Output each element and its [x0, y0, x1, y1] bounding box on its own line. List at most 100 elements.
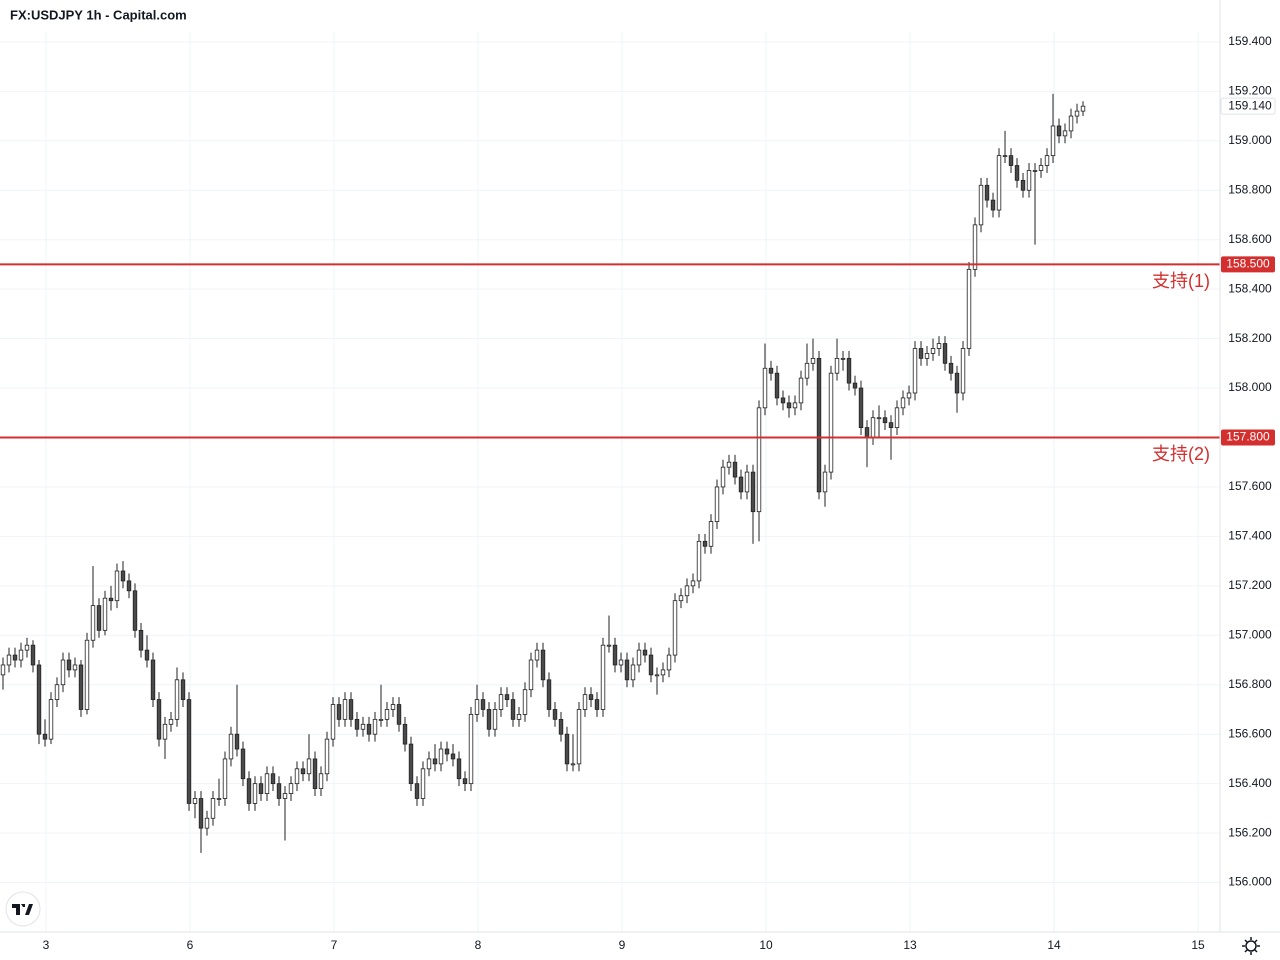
candle-body	[1002, 155, 1008, 158]
candle-body	[150, 659, 156, 700]
candle-body	[426, 758, 432, 770]
candle-body	[828, 372, 834, 473]
candle-body	[12, 654, 18, 661]
candle-body	[720, 466, 726, 488]
candle-body	[342, 699, 348, 720]
candle-body	[984, 184, 990, 201]
candle-body	[366, 723, 372, 735]
candle-body	[810, 357, 816, 364]
candle-body	[384, 709, 390, 720]
candle-body	[72, 664, 78, 671]
candle-body	[468, 714, 474, 785]
price-label-box	[1221, 429, 1275, 446]
candle-body	[258, 783, 264, 794]
candle-body	[816, 357, 822, 493]
settings-icon[interactable]	[1242, 937, 1260, 955]
y-tick-label: 158.400	[1228, 281, 1272, 295]
candle-body	[888, 422, 894, 429]
candle-body	[1032, 170, 1038, 172]
y-tick-label: 157.200	[1228, 578, 1272, 592]
candle-body	[36, 664, 42, 735]
candle-body	[522, 689, 528, 715]
candle-body	[858, 387, 864, 429]
candle-body	[324, 738, 330, 775]
y-tick-label: 156.600	[1228, 726, 1272, 740]
x-tick-label: 10	[759, 938, 773, 952]
candle-body	[618, 659, 624, 666]
candle-body	[864, 427, 870, 438]
candle-body	[600, 644, 606, 710]
candle-body	[1044, 155, 1050, 166]
candle-body	[924, 353, 930, 359]
candle-body	[1050, 125, 1056, 157]
candle-body	[492, 709, 498, 730]
last-price-label: 159.140	[1228, 98, 1272, 112]
candle-body	[414, 783, 420, 799]
y-tick-label: 156.800	[1228, 677, 1272, 691]
candle-body	[546, 679, 552, 710]
candle-body	[84, 639, 90, 710]
candle-body	[156, 699, 162, 740]
candle-body	[138, 629, 144, 651]
candle-body	[798, 377, 804, 404]
x-tick-label: 3	[43, 938, 50, 952]
candle-body	[942, 343, 948, 364]
candle-body	[168, 718, 174, 725]
candle-body	[60, 659, 66, 686]
candle-body	[216, 798, 222, 800]
candle-body	[474, 699, 480, 715]
candle-body	[420, 768, 426, 799]
candle-body	[672, 600, 678, 656]
candle-body	[624, 659, 630, 681]
candle-body	[120, 570, 126, 582]
candle-body	[774, 372, 780, 399]
candle-body	[552, 709, 558, 720]
candle-body	[510, 699, 516, 720]
candle-body	[270, 773, 276, 785]
price-label: 157.800	[1226, 430, 1270, 444]
price-label-box	[1221, 256, 1275, 273]
candle-body	[900, 397, 906, 409]
candle-body	[354, 718, 360, 730]
y-tick-label: 157.600	[1228, 479, 1272, 493]
candle-body	[228, 733, 234, 760]
candle-body	[30, 644, 36, 666]
candle-body	[24, 644, 30, 651]
candle-body	[528, 659, 534, 691]
support-annotation: 支持(1)	[1152, 271, 1210, 291]
candle-body	[702, 540, 708, 547]
candle-body	[780, 397, 786, 404]
candle-body	[402, 723, 408, 745]
candle-body	[966, 268, 972, 349]
candle-body	[336, 704, 342, 720]
support-annotation: 支持(2)	[1152, 444, 1210, 464]
y-tick-label: 156.000	[1228, 875, 1272, 889]
candle-body	[0, 664, 6, 676]
y-tick-label: 159.200	[1228, 84, 1272, 98]
y-tick-label: 158.200	[1228, 331, 1272, 345]
y-tick-label: 159.400	[1228, 34, 1272, 48]
candle-body	[1062, 130, 1068, 137]
candle-body	[534, 649, 540, 661]
candle-body	[288, 783, 294, 794]
candle-body	[594, 699, 600, 710]
candle-body	[396, 704, 402, 725]
candle-body	[756, 407, 762, 513]
candle-body	[576, 709, 582, 765]
candle-body	[996, 155, 1002, 211]
y-tick-label: 156.200	[1228, 825, 1272, 839]
candle-body	[1020, 179, 1026, 191]
candle-body	[636, 649, 642, 666]
candle-body	[936, 343, 942, 349]
candle-body	[792, 402, 798, 409]
candle-body	[78, 664, 84, 710]
candle-body	[462, 778, 468, 785]
candle-body	[180, 679, 186, 700]
candle-body	[372, 718, 378, 735]
x-tick-label: 6	[187, 938, 194, 952]
candle-body	[432, 758, 438, 765]
candle-body	[114, 570, 120, 602]
x-tick-label: 8	[475, 938, 482, 952]
candle-body	[192, 798, 198, 804]
candle-body	[6, 654, 12, 666]
